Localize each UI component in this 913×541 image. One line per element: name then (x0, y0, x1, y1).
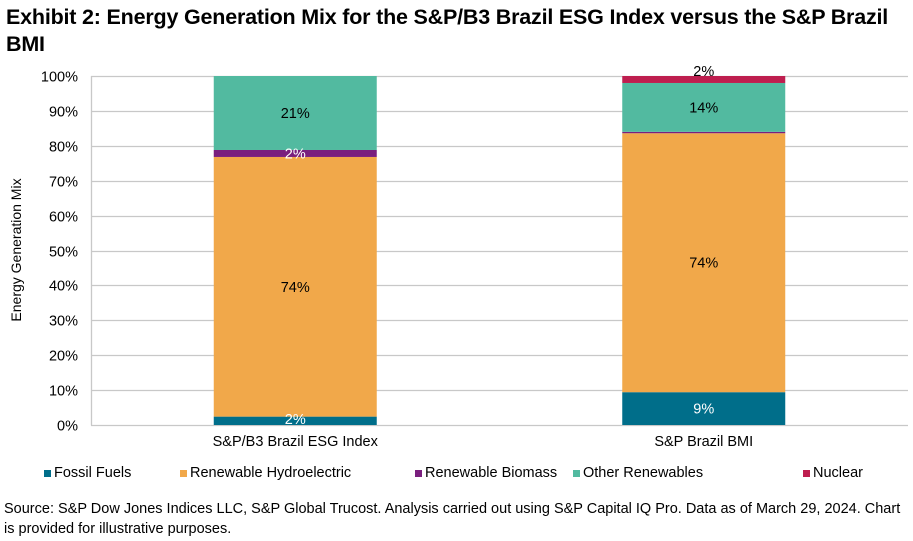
y-tick-label: 60% (49, 210, 78, 226)
legend-label: Renewable Biomass (425, 465, 558, 481)
legend-item: Renewable Biomass (415, 465, 557, 481)
y-tick-label: 40% (49, 279, 78, 295)
legend-swatch (573, 469, 580, 477)
y-axis-ticks: 0% 10% 20% 30% 40% 50% 60% 70% 80% 90% 100% (41, 70, 78, 435)
data-label: 21% (281, 106, 310, 122)
x-category-label: S&P Brazil BMI (654, 434, 753, 450)
data-label: 2% (285, 412, 306, 428)
data-label: 14% (689, 100, 718, 116)
bar-segment-renewable-biomass (622, 131, 786, 134)
y-tick-label: 30% (49, 314, 78, 330)
data-label: 2% (285, 146, 306, 162)
legend-label: Fossil Fuels (54, 465, 132, 481)
bar-segment-renewable-hydroelectric (213, 156, 377, 417)
legend-item: Fossil Fuels (44, 465, 131, 481)
bar-segment-fossil-fuels (213, 416, 377, 425)
y-axis-label: Energy Generation Mix (8, 178, 24, 321)
bar-segment-renewable-biomass (213, 149, 377, 157)
y-tick-label: 10% (49, 384, 78, 400)
legend-item: Other Renewables (573, 465, 703, 481)
legend-label: Renewable Hydroelectric (190, 465, 352, 481)
legend-label: Other Renewables (583, 465, 704, 481)
legend-swatch (180, 469, 187, 477)
x-axis-categories: S&P/B3 Brazil ESG Index S&P Brazil BMI (213, 434, 754, 450)
y-tick-label: 0% (57, 419, 78, 435)
x-category-label: S&P/B3 Brazil ESG Index (213, 434, 379, 450)
bar-segment-nuclear (622, 76, 786, 83)
legend-label: Nuclear (813, 465, 863, 481)
legend-item: Nuclear (803, 465, 863, 481)
legend-swatch (803, 469, 810, 477)
legend-swatch (44, 469, 51, 477)
y-tick-label: 20% (49, 349, 78, 365)
bar-segment-fossil-fuels (622, 392, 786, 425)
data-label: 2% (693, 64, 714, 80)
y-tick-label: 100% (41, 70, 78, 86)
legend-item: Renewable Hydroelectric (180, 465, 351, 481)
data-label: 74% (689, 256, 718, 272)
bar-segment-other-renewables (213, 76, 377, 150)
data-label: 74% (281, 280, 310, 296)
bars (213, 76, 786, 425)
source-note: Source: S&P Dow Jones Indices LLC, S&P G… (4, 501, 901, 537)
y-tick-label: 80% (49, 140, 78, 156)
chart-title: Exhibit 2: Energy Generation Mix for the… (6, 5, 889, 56)
y-tick-label: 90% (49, 105, 78, 121)
bar-segment-renewable-hydroelectric (622, 133, 786, 393)
y-tick-label: 50% (49, 245, 78, 261)
y-tick-label: 70% (49, 175, 78, 191)
bar-segment-other-renewables (622, 82, 786, 132)
legend-swatch (415, 469, 422, 477)
data-label: 9% (693, 402, 714, 418)
data-labels: 2% 74% 2% 21% 9% 74% 14% 2% (281, 64, 719, 428)
legend: Fossil Fuels Renewable Hydroelectric Renew… (0, 465, 913, 487)
gridlines (90, 75, 908, 427)
